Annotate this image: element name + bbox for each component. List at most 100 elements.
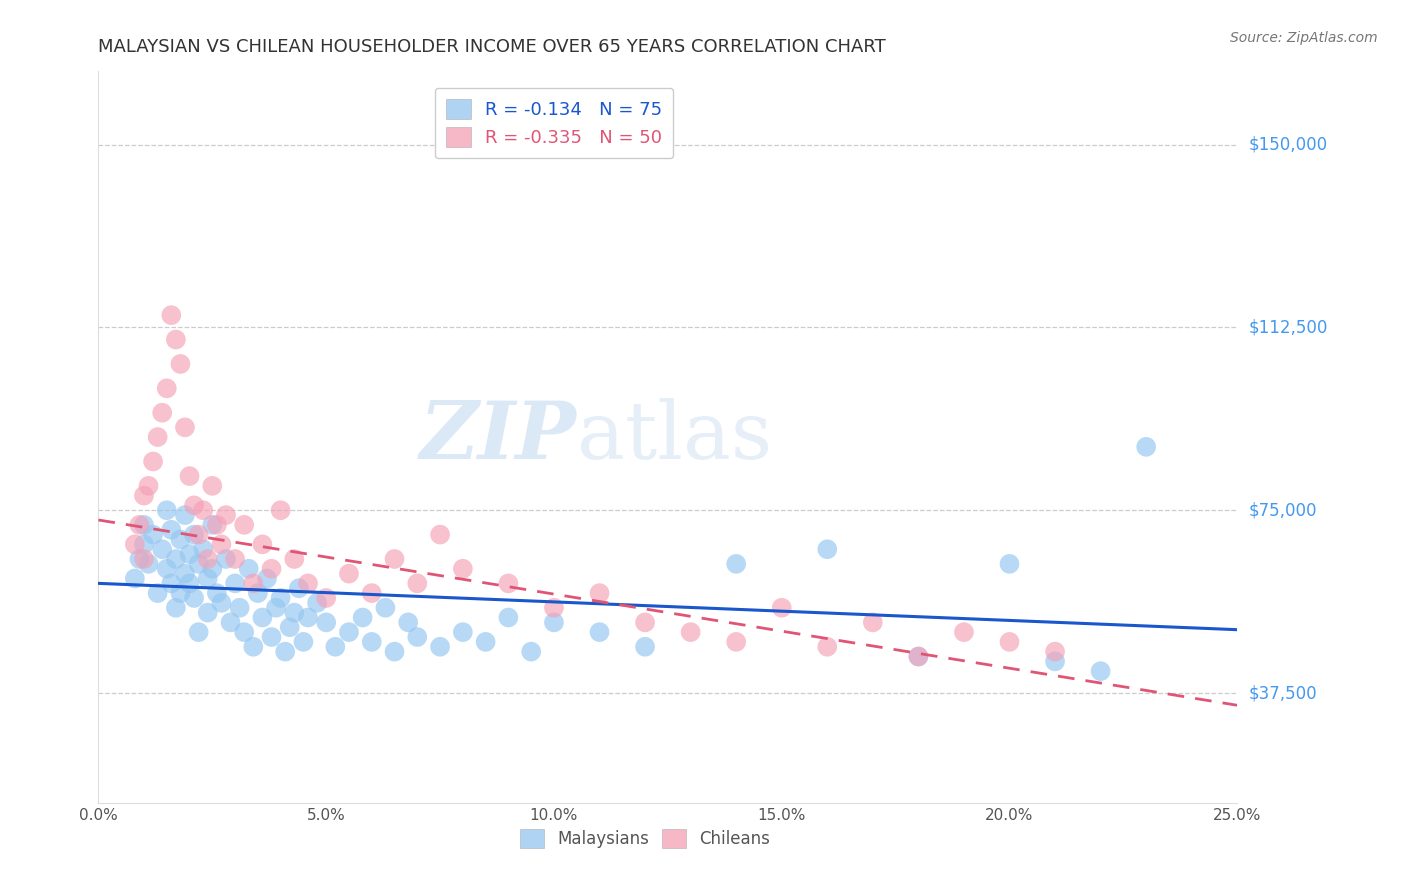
Point xyxy=(146,586,169,600)
Text: ZIP: ZIP xyxy=(420,399,576,475)
Point xyxy=(187,527,209,541)
Point xyxy=(165,600,187,615)
Point xyxy=(429,640,451,654)
Point xyxy=(128,517,150,532)
Point xyxy=(142,454,165,468)
Point xyxy=(907,649,929,664)
Point xyxy=(201,562,224,576)
Point xyxy=(498,576,520,591)
Point xyxy=(224,552,246,566)
Point xyxy=(770,600,793,615)
Point xyxy=(292,635,315,649)
Point xyxy=(406,630,429,644)
Point xyxy=(219,615,242,630)
Text: $150,000: $150,000 xyxy=(1249,136,1327,153)
Point xyxy=(283,552,305,566)
Point xyxy=(252,537,274,551)
Point xyxy=(183,499,205,513)
Point xyxy=(233,625,256,640)
Text: Source: ZipAtlas.com: Source: ZipAtlas.com xyxy=(1230,31,1378,45)
Point xyxy=(205,586,228,600)
Point xyxy=(429,527,451,541)
Point xyxy=(179,576,201,591)
Point xyxy=(260,630,283,644)
Point xyxy=(323,640,346,654)
Point xyxy=(138,479,160,493)
Point xyxy=(183,591,205,605)
Point xyxy=(264,600,287,615)
Point xyxy=(288,581,311,595)
Point xyxy=(451,625,474,640)
Point xyxy=(360,586,382,600)
Point xyxy=(142,527,165,541)
Point xyxy=(233,517,256,532)
Point xyxy=(283,606,305,620)
Point xyxy=(396,615,419,630)
Point xyxy=(156,503,179,517)
Point xyxy=(197,572,219,586)
Point xyxy=(360,635,382,649)
Point xyxy=(384,645,406,659)
Point xyxy=(169,357,191,371)
Point xyxy=(183,527,205,541)
Point xyxy=(451,562,474,576)
Point xyxy=(128,552,150,566)
Point xyxy=(156,562,179,576)
Point xyxy=(209,537,232,551)
Point xyxy=(384,552,406,566)
Point xyxy=(215,508,238,522)
Point xyxy=(815,640,838,654)
Point xyxy=(252,610,274,624)
Point xyxy=(815,542,838,557)
Point xyxy=(474,635,496,649)
Point xyxy=(278,620,301,634)
Point xyxy=(246,586,269,600)
Point xyxy=(907,649,929,664)
Point xyxy=(242,576,264,591)
Point xyxy=(256,572,278,586)
Point xyxy=(132,537,155,551)
Point xyxy=(588,625,610,640)
Point xyxy=(215,552,238,566)
Point xyxy=(998,557,1021,571)
Point xyxy=(132,552,155,566)
Point xyxy=(1043,645,1066,659)
Point xyxy=(238,562,260,576)
Point xyxy=(634,615,657,630)
Point xyxy=(953,625,976,640)
Point xyxy=(862,615,884,630)
Point xyxy=(406,576,429,591)
Point xyxy=(634,640,657,654)
Point xyxy=(725,557,748,571)
Point xyxy=(187,625,209,640)
Point xyxy=(228,600,250,615)
Point xyxy=(179,547,201,561)
Point xyxy=(156,381,179,395)
Text: atlas: atlas xyxy=(576,398,772,476)
Point xyxy=(132,489,155,503)
Point xyxy=(998,635,1021,649)
Point xyxy=(169,586,191,600)
Point xyxy=(150,406,173,420)
Point xyxy=(260,562,283,576)
Point xyxy=(201,517,224,532)
Point xyxy=(160,308,183,322)
Point xyxy=(520,645,543,659)
Legend: Malaysians, Chileans: Malaysians, Chileans xyxy=(512,821,778,856)
Point xyxy=(205,517,228,532)
Point xyxy=(543,615,565,630)
Point xyxy=(179,469,201,483)
Point xyxy=(209,596,232,610)
Text: $75,000: $75,000 xyxy=(1249,501,1317,519)
Text: MALAYSIAN VS CHILEAN HOUSEHOLDER INCOME OVER 65 YEARS CORRELATION CHART: MALAYSIAN VS CHILEAN HOUSEHOLDER INCOME … xyxy=(98,38,886,56)
Point xyxy=(187,557,209,571)
Point xyxy=(165,333,187,347)
Point xyxy=(1043,654,1066,668)
Point xyxy=(224,576,246,591)
Point xyxy=(193,503,215,517)
Point xyxy=(160,576,183,591)
Point xyxy=(160,523,183,537)
Point xyxy=(297,576,319,591)
Point xyxy=(169,533,191,547)
Point xyxy=(146,430,169,444)
